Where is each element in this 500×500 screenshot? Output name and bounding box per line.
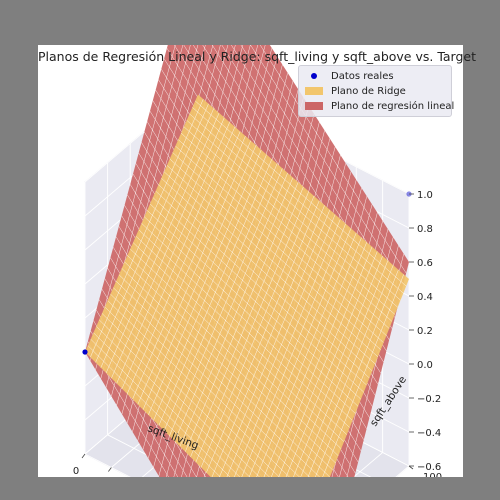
plane-mesh — [241, 223, 346, 477]
z-tick-label: 0.8 — [417, 224, 433, 235]
plane-mesh — [307, 265, 394, 477]
plane-mesh — [146, 210, 359, 407]
legend-label-ridge: Plano de Ridge — [331, 85, 406, 97]
plane-mesh — [149, 203, 362, 400]
gridline-y — [84, 453, 131, 477]
data-point — [82, 349, 88, 355]
legend: Datos reales Plano de Ridge Plano de reg… — [298, 65, 454, 117]
z-tick-label: −0.2 — [417, 394, 441, 405]
plane-mesh — [219, 209, 331, 477]
plane-mesh — [271, 242, 368, 477]
z-tick-label: 1.0 — [417, 190, 433, 201]
plane-fill — [85, 94, 409, 477]
y-tick — [408, 465, 414, 470]
z-tick-label: 0.4 — [417, 292, 433, 303]
z-tick-label: 0.0 — [417, 360, 433, 371]
chart-figure: 01020304050607080020406080100−0.6−0.4−0.… — [38, 45, 476, 477]
legend-item-linear: Plano de regresión lineal — [305, 99, 454, 113]
legend-item-data: Datos reales — [305, 69, 394, 83]
plane-mesh — [87, 341, 169, 477]
legend-marker-data — [311, 73, 317, 79]
z-tick-label: 0.6 — [417, 258, 433, 269]
gridline-y — [107, 434, 192, 477]
plane-mesh — [175, 145, 387, 336]
regression-surfaces — [85, 45, 409, 477]
plane-mesh — [234, 218, 341, 477]
plane-mesh — [178, 139, 390, 329]
plane-mesh — [206, 200, 320, 473]
axis-ticks: 01020304050607080020406080100−0.6−0.4−0.… — [73, 190, 442, 477]
plane-mesh — [285, 251, 378, 477]
plane-mesh — [183, 126, 396, 315]
plane-mesh — [180, 132, 393, 322]
plane-mesh — [293, 255, 383, 477]
plane-mesh — [200, 195, 315, 468]
plane-mesh — [155, 190, 367, 386]
plane-mesh — [263, 237, 362, 477]
plane-mesh — [163, 171, 376, 365]
plane-mesh — [211, 205, 325, 477]
plane-mesh — [186, 120, 398, 308]
plane-mesh — [169, 158, 381, 350]
plane-mesh — [158, 184, 370, 379]
plane-ridge — [85, 94, 409, 477]
plane-mesh — [248, 228, 352, 477]
legend-swatch-ridge — [305, 87, 323, 95]
plane-mesh — [141, 223, 353, 421]
plane-mesh — [256, 232, 357, 477]
plane-mesh — [195, 100, 407, 287]
plane-mesh — [192, 107, 404, 294]
z-tick-label: −0.6 — [417, 462, 441, 473]
x-tick — [108, 467, 112, 472]
plane-mesh — [278, 246, 373, 477]
x-tick-label: 0 — [73, 466, 79, 477]
plane-mesh — [166, 165, 379, 358]
legend-swatch-linear — [305, 102, 323, 110]
legend-label-data: Datos reales — [331, 70, 394, 82]
plane-mesh — [300, 260, 389, 477]
plane-mesh — [172, 152, 384, 343]
y-tick-label: 100 — [423, 472, 442, 477]
legend-label-linear: Plano de regresión lineal — [331, 100, 455, 112]
x-tick — [81, 453, 86, 459]
chart-canvas: 01020304050607080020406080100−0.6−0.4−0.… — [73, 45, 442, 477]
chart-title: Planos de Regresión Lineal y Ridge: sqft… — [38, 49, 476, 64]
plane-mesh — [161, 178, 373, 372]
z-tick-label: 0.2 — [417, 326, 433, 337]
legend-item-ridge: Plano de Ridge — [305, 84, 406, 98]
plane-mesh — [322, 274, 404, 477]
plane-mesh — [315, 269, 399, 477]
plane-mesh — [250, 45, 404, 285]
plane-mesh — [152, 197, 364, 393]
plane-mesh — [240, 45, 401, 296]
plane-mesh — [195, 191, 310, 463]
z-tick-label: −0.4 — [417, 428, 441, 439]
plane-mesh — [144, 216, 356, 414]
plane-mesh — [189, 113, 401, 301]
gridline-x — [353, 452, 383, 477]
plane-mesh — [226, 214, 336, 477]
